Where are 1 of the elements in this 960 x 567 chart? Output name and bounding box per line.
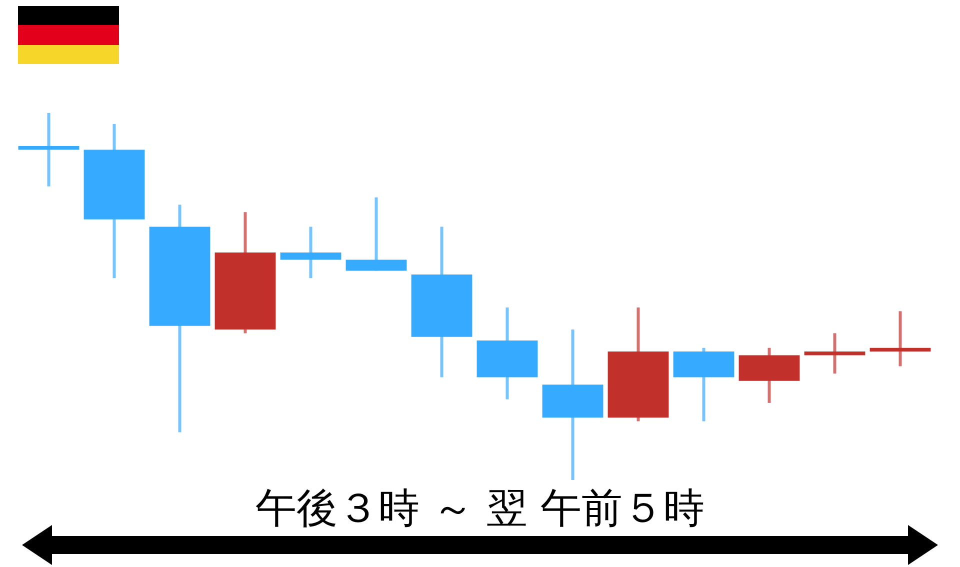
x-axis-title: 午後３時 ～ 翌 午前５時	[254, 484, 706, 532]
